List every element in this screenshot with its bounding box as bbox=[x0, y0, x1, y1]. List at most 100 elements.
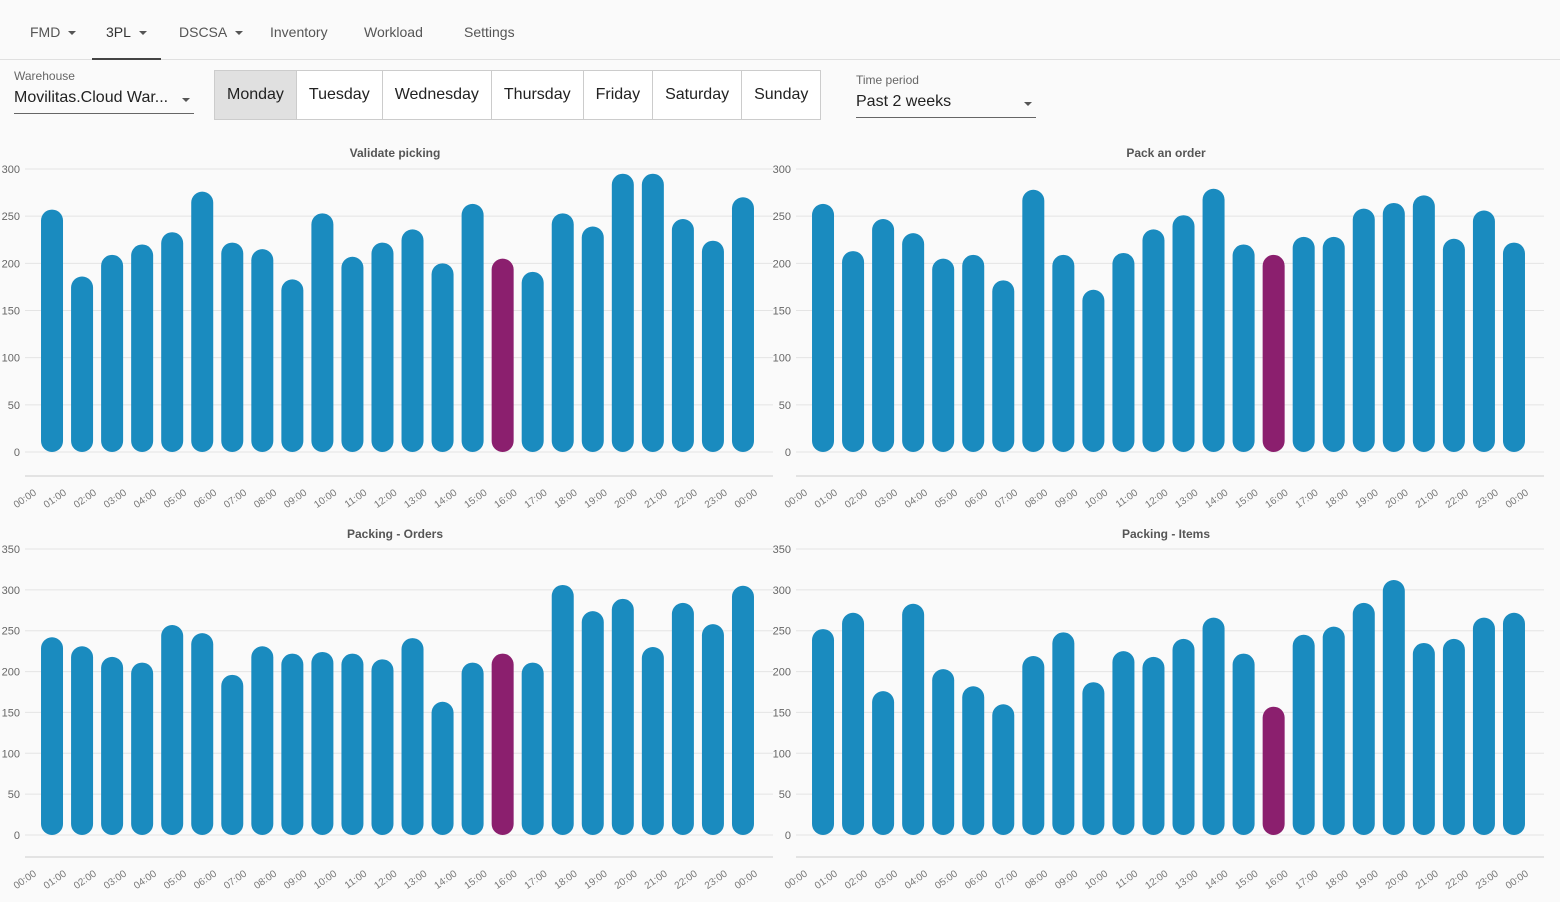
x-tick-label: 23:00 bbox=[703, 487, 730, 511]
bar bbox=[281, 279, 304, 452]
bar bbox=[1232, 244, 1255, 452]
day-button[interactable]: Wednesday bbox=[383, 71, 492, 119]
bar bbox=[1262, 706, 1285, 835]
y-tick-label: 50 bbox=[779, 789, 791, 801]
x-tick-label: 21:00 bbox=[1414, 868, 1441, 892]
x-tick-label: 20:00 bbox=[613, 487, 640, 511]
bar bbox=[872, 691, 895, 835]
x-tick-label: 03:00 bbox=[873, 868, 900, 892]
day-button[interactable]: Tuesday bbox=[297, 71, 383, 119]
x-tick-label: 11:00 bbox=[343, 868, 370, 891]
x-tick-label: 08:00 bbox=[1023, 868, 1050, 892]
day-button[interactable]: Saturday bbox=[653, 71, 743, 119]
x-tick-label: 03:00 bbox=[102, 868, 129, 892]
bar bbox=[311, 213, 334, 452]
bar bbox=[41, 637, 64, 835]
bar bbox=[731, 197, 754, 452]
x-tick-label: 18:00 bbox=[553, 868, 580, 892]
x-tick-label: 05:00 bbox=[162, 487, 189, 511]
bar bbox=[1112, 252, 1135, 452]
bar bbox=[902, 603, 925, 835]
day-button[interactable]: Friday bbox=[584, 71, 654, 119]
bar bbox=[431, 701, 454, 835]
bar bbox=[221, 242, 244, 452]
y-tick-label: 150 bbox=[773, 707, 791, 719]
y-tick-label: 250 bbox=[773, 626, 791, 638]
y-tick-label: 250 bbox=[2, 211, 20, 223]
tab[interactable]: Settings bbox=[464, 24, 515, 58]
y-tick-label: 350 bbox=[773, 544, 791, 556]
x-tick-label: 20:00 bbox=[613, 868, 640, 892]
y-tick-label: 100 bbox=[773, 748, 791, 760]
bar bbox=[1262, 254, 1285, 452]
x-tick-label: 06:00 bbox=[963, 487, 990, 511]
x-tick-label: 12:00 bbox=[1143, 868, 1170, 892]
x-tick-label: 06:00 bbox=[963, 868, 990, 892]
tab[interactable]: Inventory bbox=[270, 24, 328, 58]
x-tick-label: 10:00 bbox=[312, 868, 339, 892]
warehouse-select[interactable]: Movilitas.Cloud War... bbox=[14, 89, 194, 114]
tab-label: 3PL bbox=[106, 24, 131, 40]
y-tick-label: 300 bbox=[773, 585, 791, 597]
bar bbox=[641, 173, 664, 452]
x-tick-label: 23:00 bbox=[1474, 868, 1501, 892]
bar bbox=[701, 240, 724, 452]
tab-label: DSCSA bbox=[179, 24, 228, 40]
x-tick-label: 19:00 bbox=[1354, 868, 1381, 892]
bar bbox=[932, 258, 955, 452]
x-tick-label: 15:00 bbox=[1234, 487, 1261, 511]
x-tick-label: 06:00 bbox=[192, 868, 219, 892]
x-tick-label: 03:00 bbox=[873, 487, 900, 511]
bar bbox=[581, 226, 604, 452]
y-tick-label: 200 bbox=[2, 258, 20, 270]
x-tick-label: 05:00 bbox=[933, 868, 960, 892]
chart-title: Packing - Items bbox=[1122, 527, 1210, 541]
x-tick-label: 13:00 bbox=[402, 487, 429, 511]
bar bbox=[161, 624, 184, 835]
bar bbox=[1382, 580, 1405, 835]
x-tick-label: 09:00 bbox=[282, 868, 309, 892]
x-tick-label: 04:00 bbox=[903, 868, 930, 892]
bar bbox=[131, 244, 154, 452]
x-tick-label: 00:00 bbox=[1504, 868, 1531, 892]
x-tick-label: 21:00 bbox=[643, 868, 670, 892]
y-tick-label: 100 bbox=[773, 353, 791, 365]
chart-title: Packing - Orders bbox=[347, 527, 443, 541]
bar bbox=[1292, 634, 1315, 835]
bar bbox=[341, 256, 364, 452]
bar bbox=[1232, 653, 1255, 835]
x-tick-label: 17:00 bbox=[1294, 487, 1321, 511]
bar bbox=[41, 209, 64, 452]
y-tick-label: 50 bbox=[779, 400, 791, 412]
bar bbox=[521, 662, 544, 835]
x-tick-label: 18:00 bbox=[1324, 868, 1351, 892]
tab[interactable]: 3PL bbox=[92, 24, 161, 60]
x-tick-label: 14:00 bbox=[1203, 868, 1230, 892]
x-tick-label: 01:00 bbox=[42, 487, 69, 511]
x-tick-label: 13:00 bbox=[402, 868, 429, 892]
bar bbox=[842, 612, 865, 835]
day-button[interactable]: Monday bbox=[215, 71, 297, 119]
x-tick-label: 10:00 bbox=[1083, 487, 1110, 511]
bar bbox=[71, 646, 94, 835]
tab[interactable]: DSCSA bbox=[179, 24, 244, 58]
bar bbox=[641, 647, 664, 835]
x-tick-label: 00:00 bbox=[733, 868, 760, 892]
bar bbox=[1202, 617, 1225, 835]
tab[interactable]: Workload bbox=[364, 24, 423, 58]
day-toggle-group: Monday Tuesday Wednesday Thursday Friday… bbox=[214, 70, 822, 120]
time-select[interactable]: Past 2 weeks bbox=[856, 93, 1036, 118]
y-tick-label: 50 bbox=[8, 789, 20, 801]
day-button[interactable]: Sunday bbox=[754, 86, 809, 103]
day-button[interactable]: Thursday bbox=[492, 71, 584, 119]
x-tick-label: 22:00 bbox=[673, 487, 700, 511]
x-tick-label: 16:00 bbox=[493, 487, 520, 511]
tab[interactable]: FMD bbox=[30, 24, 77, 58]
x-tick-label: 00:00 bbox=[783, 868, 810, 892]
bar bbox=[1412, 195, 1435, 452]
bar bbox=[1172, 638, 1195, 835]
nav-bar: FMD 3PL DSCSA Inventory Workload Setting… bbox=[0, 0, 1560, 60]
x-tick-label: 15:00 bbox=[1234, 868, 1261, 892]
x-tick-label: 00:00 bbox=[783, 487, 810, 511]
